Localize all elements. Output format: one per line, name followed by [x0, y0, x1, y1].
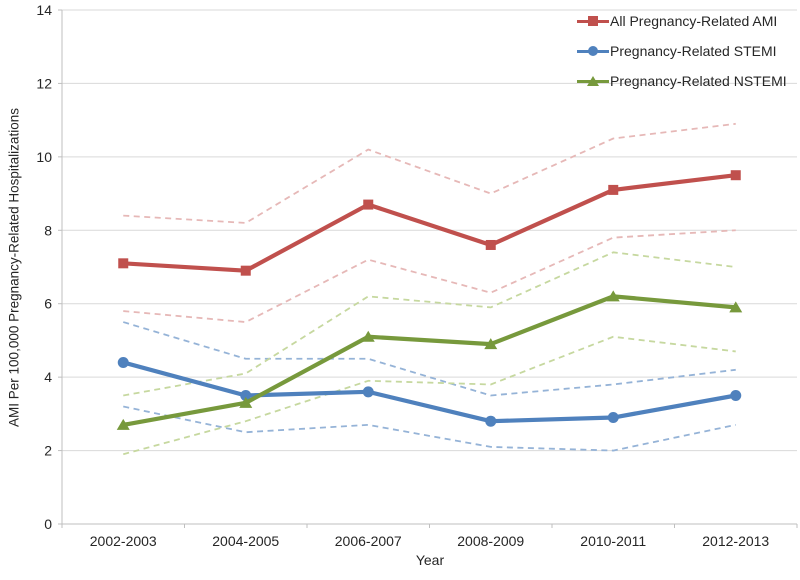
series-1-line: [121, 360, 738, 424]
series-0-ci-lower-line: [123, 229, 736, 323]
series-0-line: [121, 173, 738, 273]
series-2-triangle-marker: [729, 301, 743, 313]
series-0-square-marker: [730, 170, 741, 181]
series-0-square-marker: [608, 184, 619, 195]
y-tick-label: 12: [36, 75, 52, 91]
series-2-ci-lower-line: [123, 335, 736, 456]
series-0-square-marker: [118, 258, 129, 269]
series-0-ci-upper-line: [123, 122, 736, 224]
series-0-square-marker: [363, 199, 374, 210]
series-2-triangle-marker: [361, 330, 375, 342]
x-tick-label: 2002-2003: [90, 533, 157, 549]
legend-item-stemi: Pregnancy-Related STEMI: [577, 36, 787, 66]
legend-item-nstemi: Pregnancy-Related NSTEMI: [577, 66, 787, 96]
series-2-triangle-marker: [116, 418, 130, 430]
legend: All Pregnancy-Related AMI Pregnancy-Rela…: [577, 6, 787, 96]
x-axis-title: Year: [415, 552, 445, 568]
y-tick-label: 14: [36, 2, 52, 18]
series-1-circle-marker: [485, 415, 497, 427]
y-tick-label: 8: [44, 222, 52, 238]
x-tick-label: 2012-2013: [702, 533, 769, 549]
x-tick-label: 2004-2005: [212, 533, 279, 549]
series-2-ci-upper-line: [123, 251, 736, 397]
series-2-line: [121, 294, 738, 427]
y-tick-label: 2: [44, 443, 52, 459]
series-1-circle-marker: [117, 356, 129, 368]
legend-label: Pregnancy-Related STEMI: [610, 43, 777, 59]
x-tick-label: 2010-2011: [580, 533, 646, 549]
x-tick-label: 2006-2007: [335, 533, 402, 549]
legend-triangle-marker-icon: [577, 75, 609, 87]
y-tick-label: 0: [44, 516, 52, 532]
legend-square-marker-icon: [577, 15, 609, 27]
y-tick-label: 4: [44, 369, 52, 385]
x-tick-label: 2008-2009: [457, 533, 524, 549]
series-2-triangle-marker: [484, 338, 498, 350]
y-tick-label: 6: [44, 296, 52, 312]
y-tick-label: 10: [36, 149, 52, 165]
series-1-ci-upper-line: [122, 321, 736, 397]
series-0-square-marker: [485, 239, 496, 250]
series-1-circle-marker: [240, 390, 252, 401]
legend-label: Pregnancy-Related NSTEMI: [610, 73, 787, 89]
legend-item-all-ami: All Pregnancy-Related AMI: [577, 6, 787, 36]
y-axis-title: AMI Per 100,000 Pregnancy-Related Hospit…: [6, 108, 22, 427]
series-1-ci-lower-line: [123, 405, 736, 452]
series-1-circle-marker: [607, 412, 619, 424]
series-1-circle-marker: [362, 386, 374, 398]
legend-label: All Pregnancy-Related AMI: [610, 13, 778, 29]
series-1-circle-marker: [730, 390, 742, 401]
series-0-square-marker: [240, 265, 251, 276]
series-2-triangle-marker: [606, 290, 620, 302]
legend-circle-marker-icon: [577, 45, 609, 57]
series-2-triangle-marker: [239, 396, 253, 408]
